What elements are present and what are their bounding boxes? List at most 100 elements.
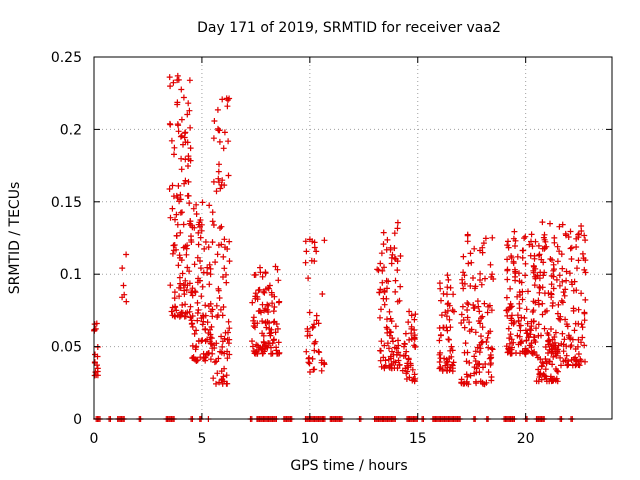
- data-point: [477, 277, 483, 283]
- data-point: [394, 298, 401, 305]
- data-point: [378, 338, 385, 345]
- data-point: [539, 311, 546, 318]
- data-point: [254, 293, 261, 300]
- data-point: [303, 248, 310, 255]
- data-point: [524, 330, 531, 337]
- data-point: [202, 239, 209, 245]
- data-point: [215, 175, 222, 182]
- data-point: [548, 326, 554, 332]
- data-point: [438, 297, 444, 304]
- data-point: [194, 317, 201, 324]
- data-point: [215, 242, 222, 249]
- data-point: [222, 329, 229, 336]
- data-point: [559, 221, 566, 228]
- data-point: [535, 366, 542, 373]
- data-point: [523, 337, 530, 344]
- data-point: [545, 341, 552, 348]
- data-point: [389, 251, 396, 258]
- data-point: [526, 326, 533, 333]
- data-point: [437, 285, 444, 292]
- data-point: [485, 369, 492, 376]
- data-point: [392, 277, 399, 284]
- data-point: [550, 273, 557, 280]
- data-point: [556, 272, 563, 279]
- data-point: [555, 342, 562, 349]
- data-point: [166, 186, 173, 192]
- data-point: [191, 330, 198, 337]
- data-point: [541, 231, 548, 238]
- data-point: [269, 300, 276, 307]
- data-point: [302, 259, 309, 266]
- data-point: [182, 177, 189, 184]
- data-point: [528, 238, 534, 245]
- data-point: [405, 319, 412, 326]
- data-point: [582, 237, 589, 244]
- data-point: [458, 320, 465, 326]
- data-point: [225, 138, 232, 145]
- data-point: [535, 321, 542, 328]
- data-point: [171, 151, 177, 158]
- data-point: [259, 330, 266, 337]
- data-point: [488, 345, 495, 352]
- data-point: [527, 331, 534, 338]
- data-point: [408, 330, 415, 337]
- data-point: [505, 325, 512, 332]
- data-point: [485, 344, 492, 351]
- data-point: [206, 281, 213, 288]
- data-point: [173, 307, 180, 314]
- data-point: [252, 271, 259, 278]
- data-point: [181, 134, 188, 141]
- data-point: [553, 352, 560, 359]
- data-point: [489, 271, 496, 278]
- data-point: [542, 373, 549, 380]
- data-point: [529, 350, 536, 357]
- data-point: [176, 293, 183, 300]
- data-point: [255, 308, 262, 315]
- data-point: [392, 323, 399, 330]
- data-point: [567, 228, 574, 235]
- data-point: [411, 334, 418, 341]
- data-point: [477, 345, 484, 352]
- data-point: [437, 349, 444, 356]
- data-point: [220, 253, 227, 260]
- data-point: [189, 313, 196, 319]
- data-point: [200, 313, 207, 320]
- data-point: [467, 372, 474, 379]
- data-point: [449, 307, 456, 314]
- data-point: [384, 236, 391, 243]
- data-point: [379, 267, 386, 274]
- data-point: [488, 307, 495, 314]
- data-point: [582, 358, 588, 365]
- data-point: [204, 319, 211, 326]
- data-point: [209, 239, 216, 246]
- data-point: [219, 343, 226, 350]
- data-point: [378, 306, 384, 313]
- data-point: [197, 217, 204, 223]
- data-point: [216, 295, 223, 301]
- data-point: [464, 231, 471, 238]
- plot-frame: [93, 56, 613, 420]
- data-point: [166, 120, 173, 127]
- data-point: [220, 304, 227, 310]
- data-point: [184, 309, 191, 316]
- data-point: [224, 336, 231, 343]
- data-point: [536, 371, 543, 378]
- data-point: [437, 332, 444, 339]
- data-point: [406, 336, 413, 343]
- data-point: [313, 248, 320, 255]
- data-point: [388, 318, 395, 325]
- data-point: [566, 270, 573, 277]
- data-point: [460, 253, 467, 260]
- data-point: [444, 272, 451, 279]
- data-point: [523, 306, 530, 313]
- data-point: [477, 247, 483, 254]
- data-point: [508, 253, 515, 260]
- data-point: [305, 275, 312, 282]
- data-point: [537, 356, 544, 363]
- data-point: [514, 253, 521, 260]
- data-point: [565, 332, 572, 339]
- data-point: [567, 245, 574, 252]
- data-point: [179, 270, 186, 277]
- data-point: [436, 325, 443, 331]
- data-point: [484, 309, 491, 316]
